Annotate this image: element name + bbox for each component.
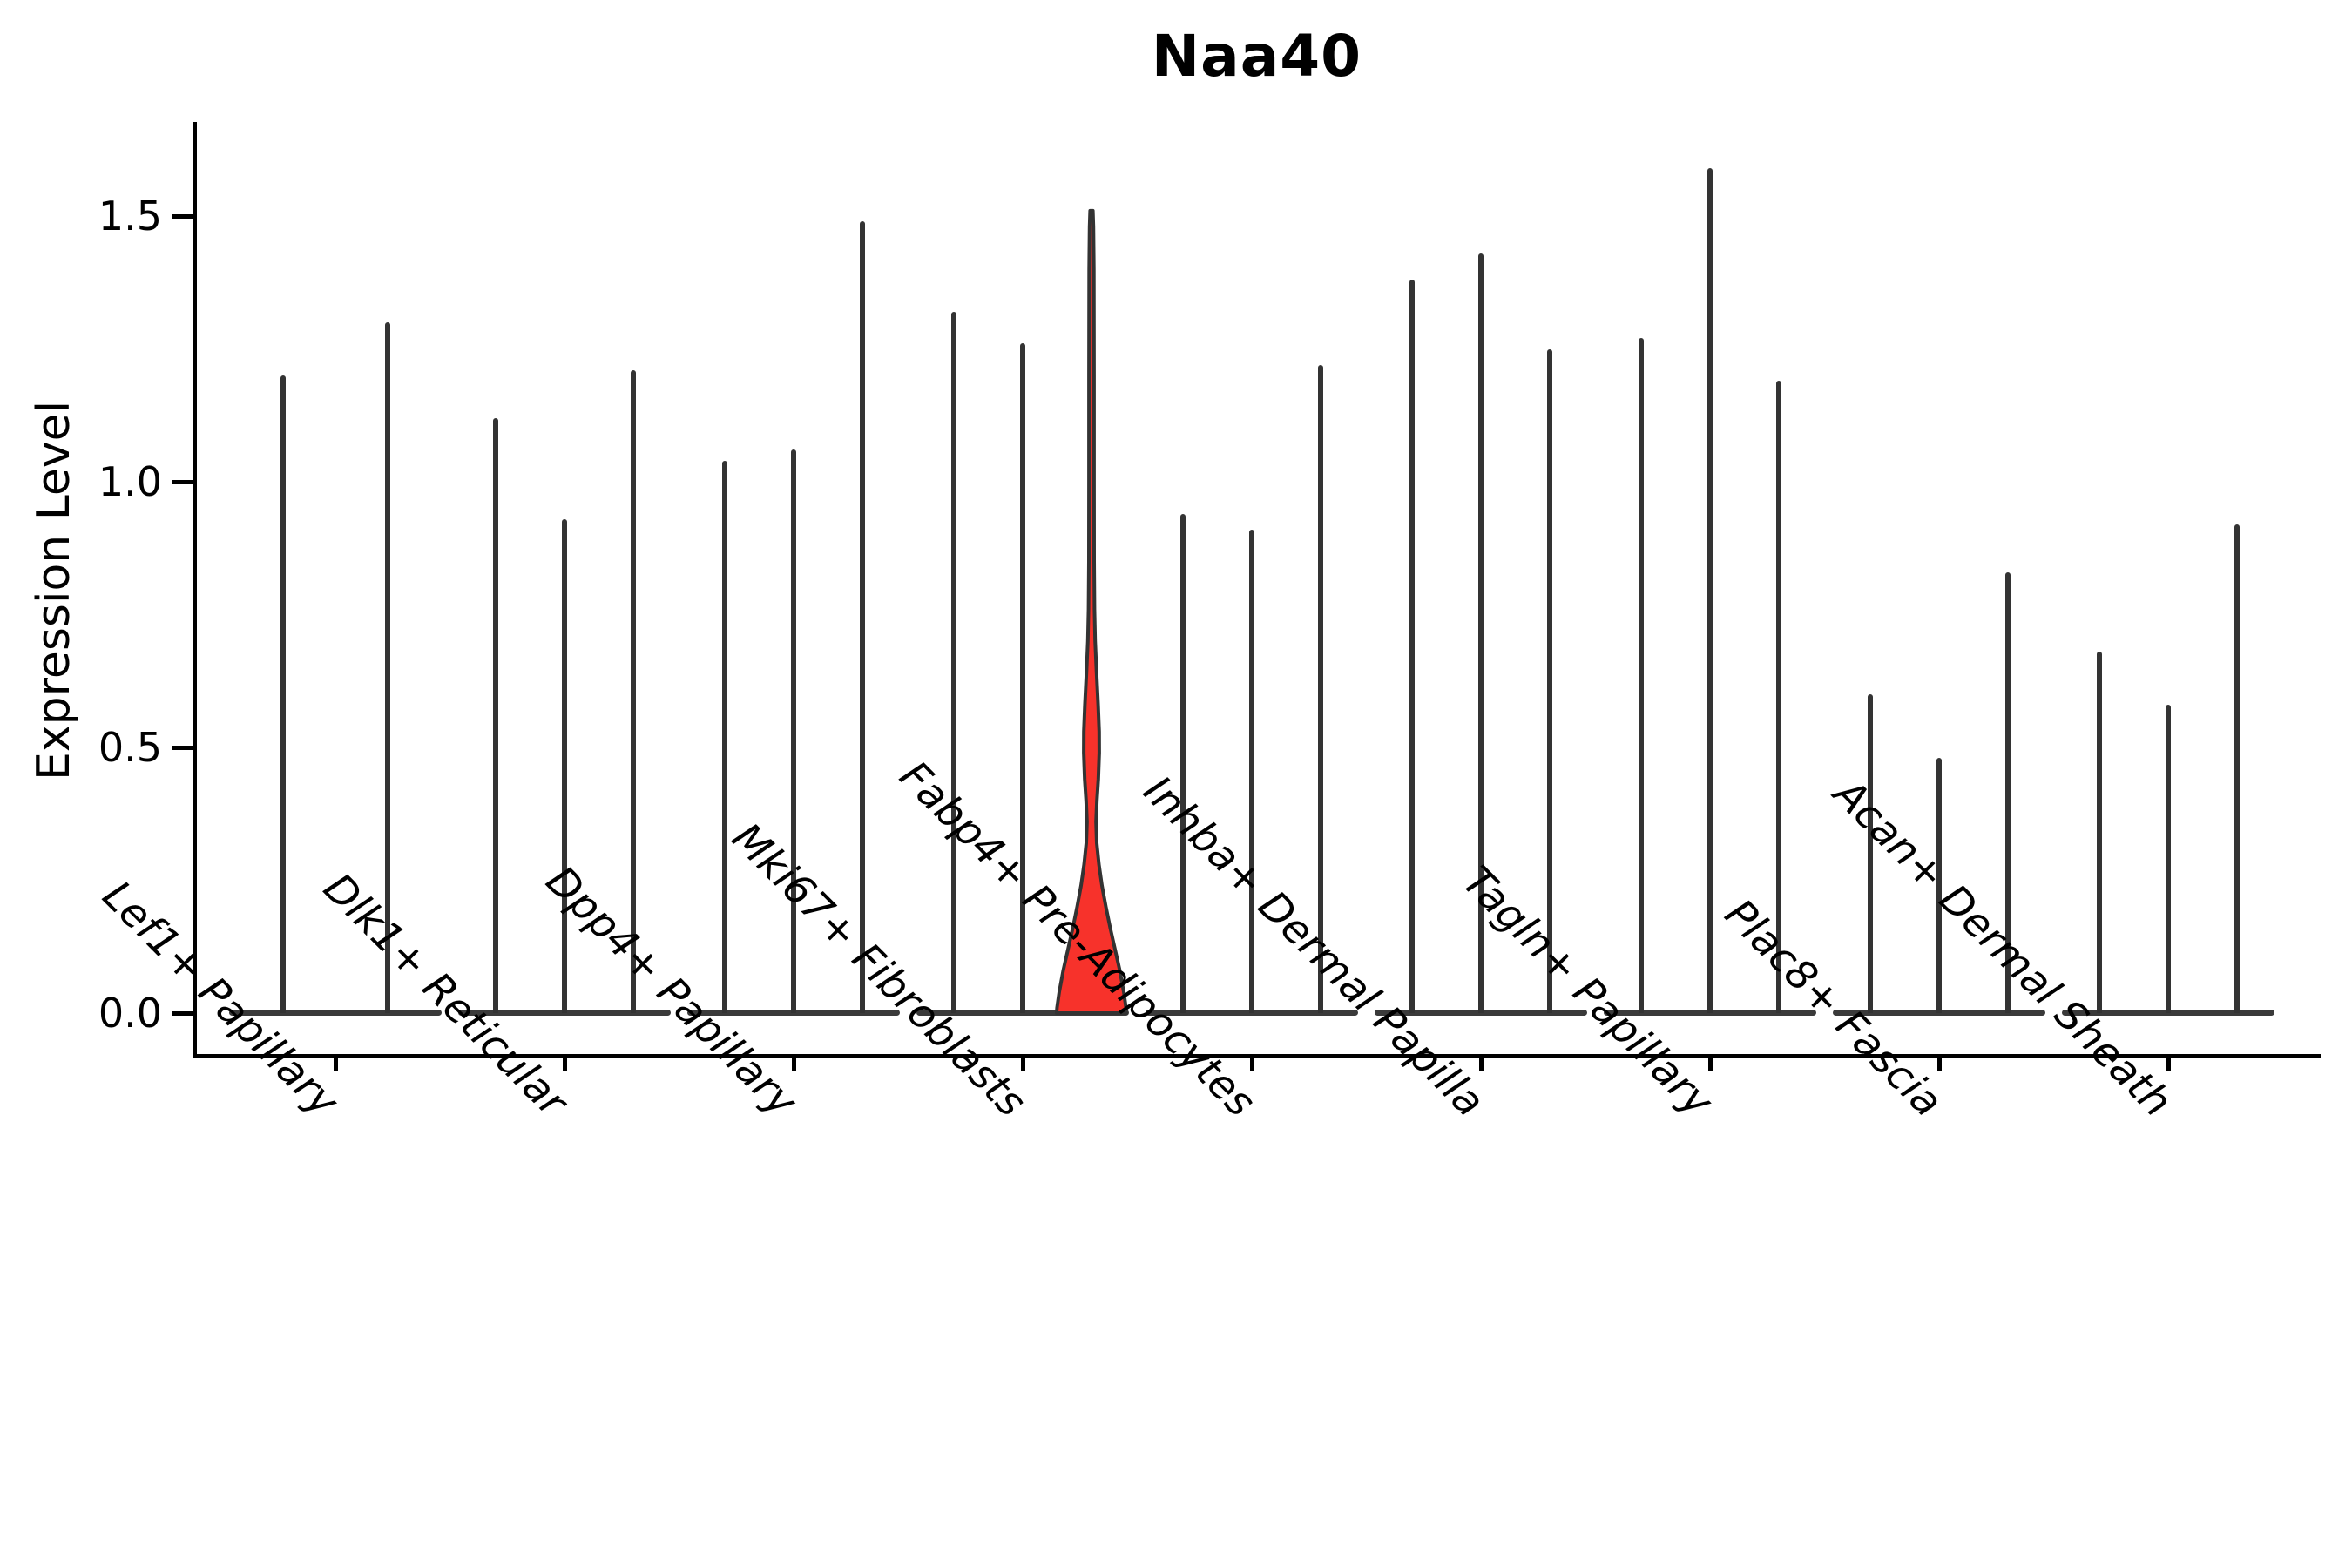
violin <box>280 375 286 1013</box>
y-axis-label: Expression Level <box>28 400 80 781</box>
violin <box>1639 338 1644 1013</box>
violin <box>2166 705 2171 1013</box>
violin <box>1707 168 1713 1013</box>
x-tick <box>562 1057 567 1071</box>
y-tick <box>172 479 193 484</box>
violin <box>1547 348 1552 1013</box>
x-tick <box>1707 1057 1713 1071</box>
x-tick <box>1478 1057 1484 1071</box>
y-tick <box>172 745 193 750</box>
x-tick <box>1249 1057 1254 1071</box>
x-tick <box>791 1057 796 1071</box>
violin <box>493 417 498 1013</box>
violin <box>791 449 796 1013</box>
violin <box>1409 280 1415 1013</box>
chart-title: Naa40 <box>1151 23 1362 90</box>
violin <box>1776 381 1781 1013</box>
x-tick-label: Dpp4+ Papillary <box>536 856 806 1126</box>
x-tick <box>333 1057 338 1071</box>
violin <box>1478 253 1484 1013</box>
violin <box>1936 758 1942 1013</box>
violin <box>631 369 636 1013</box>
y-tick <box>172 213 193 219</box>
violin <box>1868 694 1873 1013</box>
violin <box>1020 343 1025 1013</box>
y-tick-label: 0.5 <box>98 724 162 771</box>
x-tick-label: Dlk1+ Reticular <box>314 863 577 1126</box>
x-axis-spine <box>193 1054 2321 1058</box>
violin <box>1180 513 1186 1013</box>
x-tick-label: Plac8+ Fascia <box>1714 889 1951 1126</box>
violin <box>1318 364 1323 1013</box>
violin <box>860 221 865 1013</box>
violin <box>1249 529 1254 1013</box>
violin <box>2005 571 2011 1013</box>
violin <box>951 311 956 1013</box>
violin <box>2097 652 2102 1013</box>
x-tick-label: Tagln+ Papillary <box>1453 857 1722 1126</box>
x-tick <box>1936 1057 1942 1071</box>
violin <box>562 518 567 1013</box>
y-tick <box>172 1010 193 1016</box>
violin <box>722 460 727 1013</box>
violin-base <box>229 1010 442 1016</box>
x-tick <box>1020 1057 1025 1071</box>
x-tick <box>2166 1057 2171 1071</box>
y-tick-label: 0.0 <box>98 990 162 1037</box>
y-tick-label: 1.5 <box>98 193 162 240</box>
highlighted-violin <box>1055 208 1128 1015</box>
y-axis-spine <box>193 122 197 1058</box>
y-tick-label: 1.0 <box>98 458 162 505</box>
highlighted-violin-path <box>1055 208 1128 1015</box>
violin <box>2234 524 2240 1013</box>
violin <box>385 322 390 1013</box>
